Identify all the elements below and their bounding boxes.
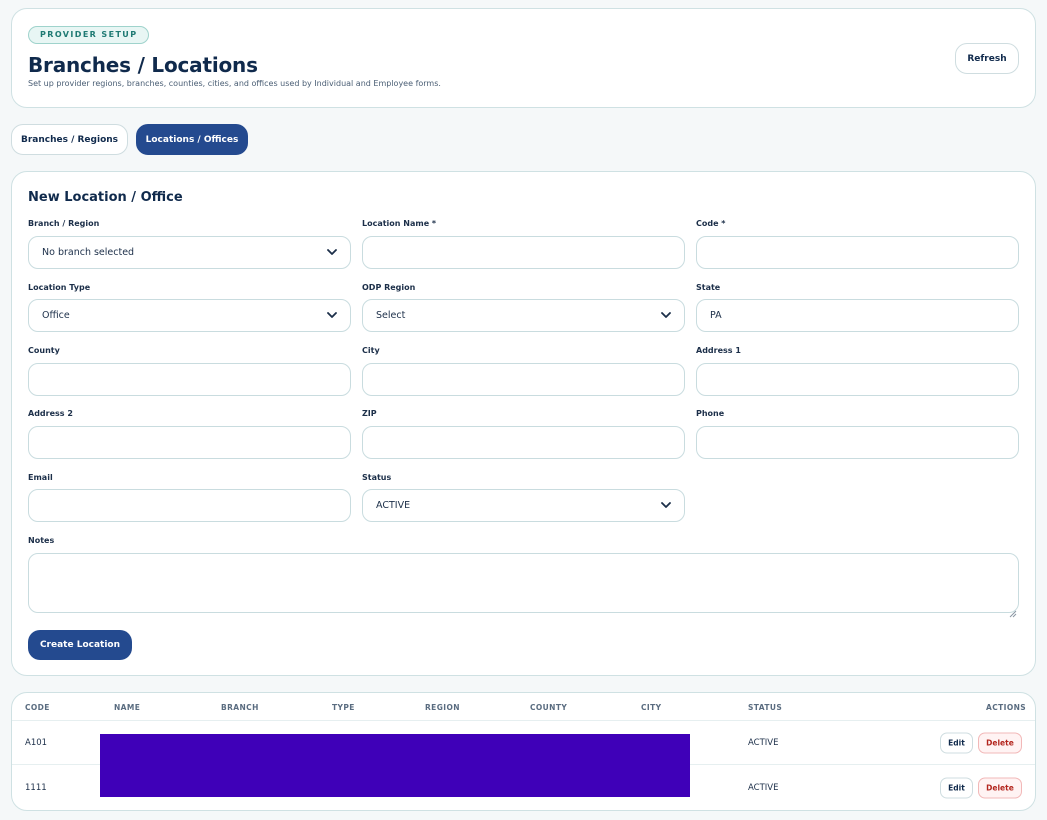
location-type-label: Location Type (28, 283, 91, 292)
address2-input[interactable] (28, 426, 351, 459)
row-status: ACTIVE (748, 737, 779, 748)
chevron-down-icon (661, 311, 671, 321)
chevron-down-icon (661, 501, 671, 511)
column-header-status: STATUS (748, 703, 783, 712)
form-title: New Location / Office (28, 190, 183, 205)
location-type-value: Office (42, 310, 70, 321)
status-select[interactable]: ACTIVE (362, 489, 685, 522)
new-location-form: New Location / Office Branch / Region No… (11, 171, 1036, 676)
zip-label: ZIP (362, 409, 377, 418)
row-status: ACTIVE (748, 782, 779, 793)
code-input[interactable] (696, 236, 1019, 269)
row-code: A101 (25, 737, 48, 748)
status-select-value: ACTIVE (376, 500, 411, 511)
branch-select[interactable]: No branch selected (28, 236, 351, 269)
resize-grip-icon[interactable] (1009, 603, 1017, 618)
odp-region-value: Select (376, 310, 406, 321)
notes-textarea[interactable] (28, 553, 1019, 613)
delete-button[interactable]: Delete (978, 732, 1022, 753)
location-name-input[interactable] (362, 236, 685, 269)
column-header-region: REGION (425, 703, 460, 712)
county-input[interactable] (28, 363, 351, 396)
table-row: 1111 ACTIVE Edit Delete (12, 765, 1035, 810)
chevron-down-icon (327, 248, 337, 258)
tab-locations-offices[interactable]: Locations / Offices (136, 124, 248, 155)
status-label: Status (362, 473, 392, 482)
table-header-divider (12, 720, 1035, 721)
email-label: Email (28, 473, 53, 482)
edit-button[interactable]: Edit (940, 732, 973, 753)
edit-button[interactable]: Edit (940, 777, 973, 798)
create-location-button[interactable]: Create Location (28, 630, 132, 660)
column-header-type: TYPE (332, 703, 355, 712)
redaction-block (100, 734, 690, 797)
address1-input[interactable] (696, 363, 1019, 396)
branch-select-value: No branch selected (42, 247, 135, 258)
zip-input[interactable] (362, 426, 685, 459)
delete-button[interactable]: Delete (978, 777, 1022, 798)
phone-input[interactable] (696, 426, 1019, 459)
section-eyebrow-badge: PROVIDER SETUP (28, 26, 150, 44)
address2-label: Address 2 (28, 409, 73, 418)
address1-label: Address 1 (696, 346, 741, 355)
odp-region-label: ODP Region (362, 283, 416, 292)
tab-branches-regions[interactable]: Branches / Regions (11, 124, 128, 155)
location-type-select[interactable]: Office (28, 299, 351, 332)
notes-label: Notes (28, 536, 55, 545)
code-label: Code * (696, 219, 726, 228)
state-label: State (696, 283, 721, 292)
phone-label: Phone (696, 409, 725, 418)
state-input[interactable]: PA (696, 299, 1019, 332)
row-code: 1111 (25, 782, 47, 793)
email-field[interactable] (28, 489, 351, 522)
location-name-label: Location Name * (362, 219, 437, 228)
odp-region-select[interactable]: Select (362, 299, 685, 332)
column-header-name: NAME (114, 703, 141, 712)
column-header-county: COUNTY (530, 703, 568, 712)
locations-table: CODE NAME BRANCH TYPE REGION COUNTY CITY… (11, 692, 1036, 811)
column-header-code: CODE (25, 703, 50, 712)
refresh-button[interactable]: Refresh (955, 43, 1019, 74)
chevron-down-icon (327, 311, 337, 321)
branch-label: Branch / Region (28, 219, 100, 228)
column-header-branch: BRANCH (221, 703, 259, 712)
county-label: County (28, 346, 60, 355)
column-header-actions: ACTIONS (986, 703, 1027, 712)
page-subtitle: Set up provider regions, branches, count… (28, 79, 441, 88)
city-label: City (362, 346, 380, 355)
column-header-city: CITY (641, 703, 662, 712)
page-header: PROVIDER SETUP Branches / Locations Set … (11, 8, 1036, 108)
page-title: Branches / Locations (28, 53, 258, 77)
city-input[interactable] (362, 363, 685, 396)
